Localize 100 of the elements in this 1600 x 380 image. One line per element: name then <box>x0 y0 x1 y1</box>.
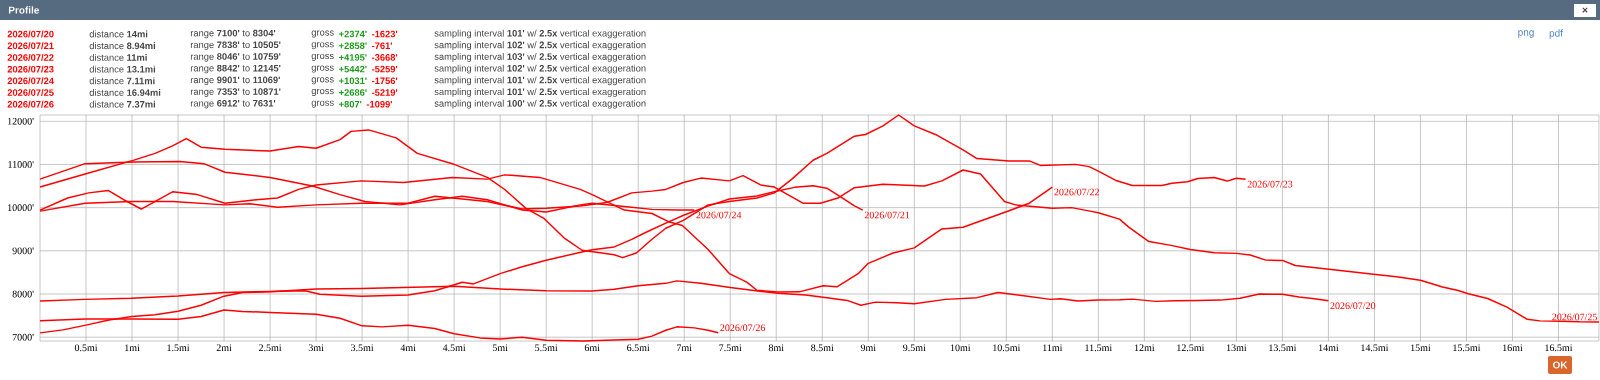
text: +2858' <box>339 42 367 50</box>
text: gross <box>311 77 334 85</box>
text: sampling interval 102' w/ 2.5x vertical exaggeration <box>434 64 646 74</box>
text: 2026/07/24 <box>7 77 54 85</box>
x-tick-label: 14.5mi <box>1361 344 1389 352</box>
text: range 7353' to 10871' <box>190 88 281 97</box>
x-tick-label: 6mi <box>584 344 600 352</box>
x-tick-label: 2.5mi <box>258 344 282 352</box>
x-tick-label: 14mi <box>1319 344 1339 351</box>
series-label: 2026/07/26 <box>720 324 766 332</box>
text: 2026/07/23 <box>7 65 54 73</box>
text: gross <box>311 89 334 96</box>
x-tick-label: 16.5mi <box>1545 344 1573 352</box>
text: sampling interval 100' w/ 2.5x vertical exaggeration <box>434 99 646 109</box>
text: sampling interval 101' w/ 2.5x vertical exaggeration <box>434 76 646 86</box>
x-tick-label: 7mi <box>677 344 692 351</box>
text: range 8046' to 10759' <box>190 53 281 62</box>
y-tick-label: 11000' <box>8 161 34 168</box>
text: 2026/07/20 <box>7 30 54 38</box>
x-tick-label: 3.5mi <box>351 344 374 352</box>
text: range 9901' to 11069' <box>190 76 280 86</box>
text: gross <box>311 65 334 73</box>
text: png <box>1518 30 1534 38</box>
text: 2026/07/22 <box>7 53 54 61</box>
x-tick-label: 13mi <box>1226 344 1247 352</box>
text: distance 14mi <box>89 30 148 38</box>
text: sampling interval 103' w/ 2.5x vertical exaggeration <box>434 53 646 62</box>
y-tick-label: 12000' <box>8 117 34 125</box>
x-tick-label: 4mi <box>400 344 416 351</box>
text: OK <box>1552 361 1568 369</box>
x-tick-label: 8mi <box>768 344 784 352</box>
text: distance 8.94mi <box>89 42 156 50</box>
text: -5259' <box>371 65 398 73</box>
text: -1099' <box>366 100 393 108</box>
y-tick-label: 10000' <box>8 204 34 212</box>
series-label: 2026/07/25 <box>1552 313 1597 321</box>
x-tick-label: 15.5mi <box>1453 344 1481 352</box>
x-tick-label: 1.5mi <box>167 344 190 352</box>
x-tick-label: 5mi <box>492 344 508 352</box>
text: +2686' <box>339 89 367 96</box>
series-label: 2026/07/20 <box>1330 302 1376 310</box>
text: distance 7.11mi <box>89 77 155 85</box>
y-tick-label: 7000' <box>12 333 34 341</box>
text: sampling interval 101' w/ 2.5x vertical exaggeration <box>434 29 646 39</box>
x-tick-label: 7.5mi <box>719 344 742 352</box>
text: +4195' <box>339 54 367 61</box>
text: +2374' <box>339 30 367 38</box>
text: +1031' <box>339 77 367 85</box>
text: distance 13.1mi <box>89 65 156 73</box>
text: range 7100' to 8304' <box>190 29 276 39</box>
text: sampling interval 102' w/ 2.5x vertical exaggeration <box>434 41 646 51</box>
x-tick-label: 3mi <box>308 344 324 352</box>
x-tick-label: 10mi <box>950 344 971 352</box>
chart-title: Profile <box>8 6 40 14</box>
text: range 6912' to 7631' <box>190 99 276 109</box>
text: pdf <box>1549 29 1563 39</box>
x-tick-label: 12mi <box>1134 344 1155 351</box>
x-tick-label: 1mi <box>125 344 140 351</box>
series-label: 2026/07/21 <box>864 211 910 219</box>
text: range 7838' to 10505' <box>190 41 281 50</box>
text: distance 16.94mi <box>89 89 161 96</box>
x-tick-label: 9.5mi <box>903 344 926 352</box>
text: -1756' <box>371 77 398 85</box>
x-tick-label: 12.5mi <box>1177 344 1205 352</box>
text: sampling interval 101' w/ 2.5x vertical exaggeration <box>434 88 646 97</box>
x-tick-label: 0.5mi <box>74 344 98 352</box>
text: +807' <box>339 100 362 108</box>
text: distance 7.37mi <box>89 100 156 108</box>
x-tick-label: 16mi <box>1503 344 1523 352</box>
series-label: 2026/07/22 <box>1054 188 1099 196</box>
x-tick-label: 2mi <box>216 344 232 351</box>
text: +5442' <box>339 65 367 73</box>
x-tick-label: 5.5mi <box>535 344 558 352</box>
series-label: 2026/07/23 <box>1247 180 1293 188</box>
x-tick-label: 4.5mi <box>442 344 466 352</box>
y-tick-label: 8000' <box>12 290 34 298</box>
text: -3668' <box>371 54 398 61</box>
x-tick-label: 6.5mi <box>627 344 650 352</box>
text: gross <box>311 30 334 38</box>
text: gross <box>311 42 334 50</box>
text: 2026/07/26 <box>7 100 54 108</box>
x-tick-label: 11.5mi <box>1085 344 1112 352</box>
x-tick-label: 15mi <box>1411 344 1431 352</box>
x-tick-label: 9mi <box>860 344 876 352</box>
text: -5219' <box>371 89 398 96</box>
y-tick-label: 9000' <box>12 247 34 255</box>
text: × <box>1582 7 1588 13</box>
x-tick-label: 10.5mi <box>993 344 1021 352</box>
x-tick-label: 11mi <box>1043 344 1063 351</box>
text: range 8842' to 12145' <box>190 64 281 74</box>
x-tick-label: 8.5mi <box>811 344 834 352</box>
text: -761' <box>371 42 393 50</box>
text: distance 11mi <box>89 53 147 61</box>
text: gross <box>311 53 334 61</box>
text: gross <box>311 100 334 108</box>
text: 2026/07/21 <box>7 42 54 50</box>
x-tick-label: 13.5mi <box>1269 344 1297 352</box>
text: 2026/07/25 <box>7 89 54 96</box>
series-label: 2026/07/24 <box>696 211 742 219</box>
text: -1623' <box>371 30 398 38</box>
